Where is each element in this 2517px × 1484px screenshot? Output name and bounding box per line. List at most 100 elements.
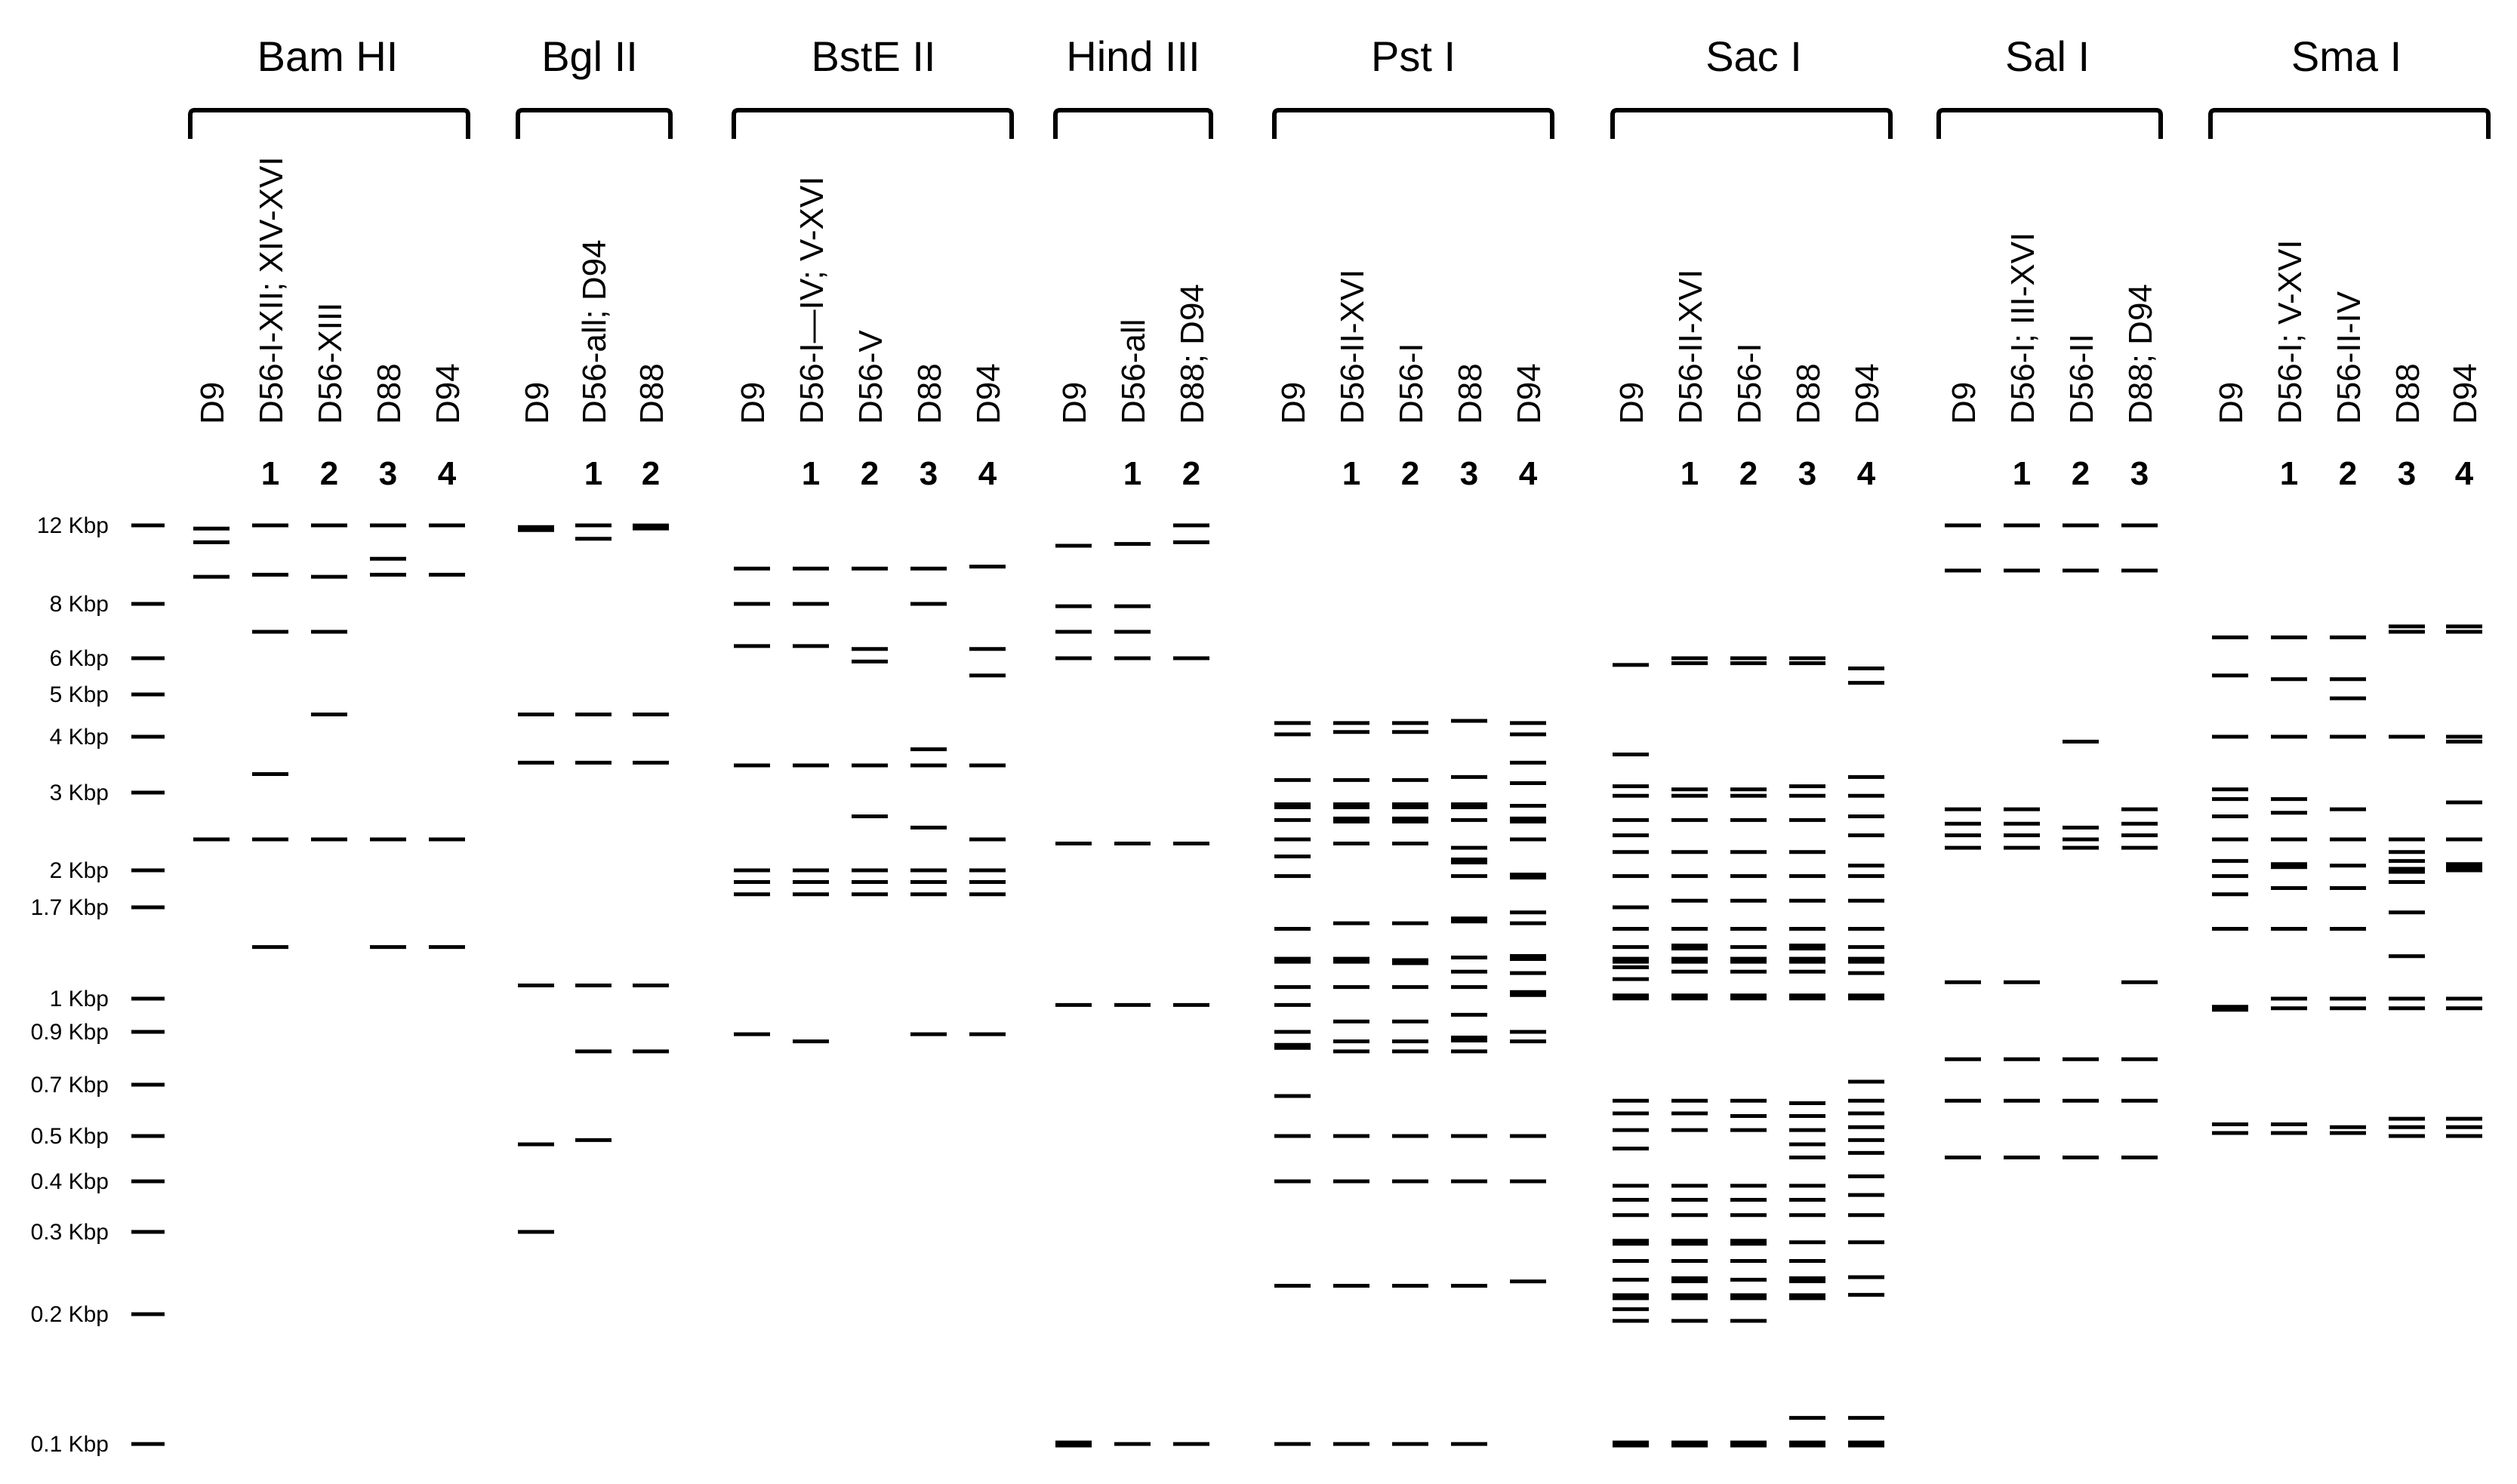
lane-d56-ii: D56-II 2 — [2063, 334, 2100, 1159]
lane-d88: D88 3 — [1451, 363, 1489, 1446]
lane-group-bracket — [732, 108, 1014, 139]
pattern-number: 2 — [2072, 455, 2090, 492]
marker-label-8-kbp: 8 Kbp — [50, 592, 109, 617]
lane-d56-ii-xvi: D56-II-XVI 1 — [1333, 269, 1371, 1446]
lane-label: D56-II-IV — [2331, 291, 2368, 424]
pattern-number: 2 — [2339, 455, 2357, 492]
lane-label: D9 — [194, 382, 231, 424]
lane-label: D94 — [1849, 363, 1886, 424]
pattern-number: 4 — [978, 455, 997, 492]
enzyme-title: Sal I — [2005, 32, 2090, 80]
lane-d9: D9 — [1274, 382, 1312, 1446]
lane-d56-i-v-xvi: D56-I; V-XVI 1 — [2271, 239, 2309, 1135]
lane-label: D9 — [519, 382, 556, 424]
lane-d94: D94 4 — [429, 363, 467, 950]
lane-group-bracket — [1272, 108, 1554, 139]
lane-group-bracket — [2208, 108, 2491, 139]
lane-d94: D94 4 — [1848, 363, 1886, 1448]
lane-d56-i-iii-xvi: D56-I; III-XVI 1 — [2004, 232, 2041, 1159]
enzyme-panel-bgl-ii: Bgl II D9 D56-all; D94 1 D88 2 — [516, 32, 673, 1234]
lane-d9: D9 — [193, 382, 231, 842]
enzyme-title: BstE II — [812, 32, 936, 80]
pattern-number: 1 — [1123, 455, 1141, 492]
lane-group-bracket — [1610, 108, 1893, 139]
lane-label: D88 — [1452, 363, 1489, 424]
lane-label: D56-V — [852, 330, 889, 424]
lane-group-bracket — [516, 108, 673, 139]
marker-label-0-7-kbp: 0.7 Kbp — [31, 1073, 109, 1098]
pattern-number: 4 — [2455, 455, 2474, 492]
lane-d9: D9 — [518, 382, 556, 1234]
lane-d56-ii-xvi: D56-II-XVI 1 — [1671, 269, 1709, 1448]
lane-label: D9 — [2213, 382, 2250, 424]
lane-d56-i: D56-I 2 — [1730, 343, 1768, 1448]
lane-label: D56-all — [1115, 319, 1152, 424]
lane-label: D94 — [970, 363, 1007, 424]
lane-label: D94 — [2447, 363, 2484, 424]
enzyme-panel-bste-ii: BstE II D9 D56-I—IV; V-XVI 1 D56-V 2 D88 3 D94 4 — [732, 32, 1014, 1044]
pattern-number: 3 — [2398, 455, 2416, 492]
pattern-number: 3 — [1798, 455, 1816, 492]
marker-label-6-kbp: 6 Kbp — [50, 646, 109, 671]
marker-label-0-4-kbp: 0.4 Kbp — [31, 1169, 109, 1194]
lane-d9: D9 — [2212, 382, 2250, 1135]
lane-d56-all: D56-all 1 — [1114, 319, 1152, 1446]
lane-d56-i: D56-I 2 — [1392, 343, 1430, 1446]
lane-label: D94 — [1511, 363, 1548, 424]
marker-label-0-1-kbp: 0.1 Kbp — [31, 1432, 109, 1457]
lane-d56-v: D56-V 2 — [852, 330, 889, 897]
lane-label: D9 — [1613, 382, 1650, 424]
pattern-number: 3 — [920, 455, 938, 492]
size-marker-ladder: 12 Kbp 8 Kbp 6 Kbp 5 Kbp 4 Kbp 3 Kbp 2 Kbp 1.7 … — [31, 513, 165, 1457]
lane-d88: D88 3 — [1789, 363, 1827, 1448]
marker-label-0-5-kbp: 0.5 Kbp — [31, 1124, 109, 1149]
pattern-number: 1 — [1342, 455, 1360, 492]
lane-d9: D9 — [1613, 382, 1650, 1448]
lane-d88: D88 3 — [910, 363, 948, 1036]
lane-label: D56-II-XVI — [1672, 269, 1709, 424]
pattern-number: 3 — [2130, 455, 2149, 492]
lane-label: D94 — [430, 363, 467, 424]
lane-d9: D9 — [734, 382, 772, 1036]
pattern-number: 2 — [1739, 455, 1758, 492]
lane-d94: D94 4 — [969, 363, 1007, 1036]
marker-label-0-2-kbp: 0.2 Kbp — [31, 1302, 109, 1327]
lane-label: D9 — [735, 382, 772, 424]
lane-label: D88 — [371, 363, 408, 424]
lane-d56-i-iv-v-xvi: D56-I—IV; V-XVI 1 — [793, 177, 830, 1044]
lane-label: D56-I; V-XVI — [2272, 239, 2309, 424]
lane-label: D56-I—IV; V-XVI — [793, 177, 830, 424]
enzyme-panel-pst-i: Pst I D9 D56-II-XVI 1 D56-I 2 D88 3 D94 4 — [1272, 32, 1554, 1446]
lane-d9: D9 — [1055, 382, 1093, 1448]
marker-label-0-3-kbp: 0.3 Kbp — [31, 1220, 109, 1245]
lane-label: D56-II-XVI — [1334, 269, 1371, 424]
enzyme-panel-hind-iii: Hind III D9 D56-all 1 D88; D94 2 — [1053, 32, 1213, 1448]
pattern-number: 1 — [261, 455, 279, 492]
lane-d94: D94 4 — [2446, 363, 2484, 1138]
lane-d94: D94 4 — [1510, 363, 1548, 1284]
pattern-number: 2 — [1182, 455, 1200, 492]
lane-d88: D88 3 — [370, 363, 408, 950]
marker-label-2-kbp: 2 Kbp — [50, 858, 109, 883]
enzyme-panel-sal-i: Sal I D9 D56-I; III-XVI 1 D56-II 2 D88; D94 3 — [1936, 32, 2163, 1159]
enzyme-panels: Bam HI D9 D56-I-XII; XIV-XVI 1 D56-XIII 2 D88 3… — [188, 32, 2491, 1448]
lane-d88: D88 2 — [633, 363, 670, 1054]
marker-label-1-kbp: 1 Kbp — [50, 987, 109, 1011]
lane-d56-ii-iv: D56-II-IV 2 — [2330, 291, 2368, 1135]
marker-label-1-7-kbp: 1.7 Kbp — [31, 895, 109, 920]
lane-label: D88 — [1790, 363, 1827, 424]
lane-d56-all-d94: D56-all; D94 1 — [575, 239, 613, 1142]
pattern-number: 1 — [2013, 455, 2031, 492]
lane-d88-d94: D88; D94 2 — [1173, 284, 1211, 1446]
pattern-number: 2 — [320, 455, 338, 492]
enzyme-panel-bam-hi: Bam HI D9 D56-I-XII; XIV-XVI 1 D56-XIII 2 D88 3… — [188, 32, 470, 950]
enzyme-title: Bgl II — [541, 32, 638, 80]
marker-label-3-kbp: 3 Kbp — [50, 780, 109, 805]
lane-group-bracket — [1936, 108, 2163, 139]
enzyme-title: Pst I — [1371, 32, 1456, 80]
pattern-number: 4 — [1519, 455, 1538, 492]
marker-label-5-kbp: 5 Kbp — [50, 682, 109, 707]
pattern-number: 2 — [642, 455, 660, 492]
lane-label: D56-I — [1731, 343, 1768, 424]
enzyme-title: Bam HI — [257, 32, 399, 80]
